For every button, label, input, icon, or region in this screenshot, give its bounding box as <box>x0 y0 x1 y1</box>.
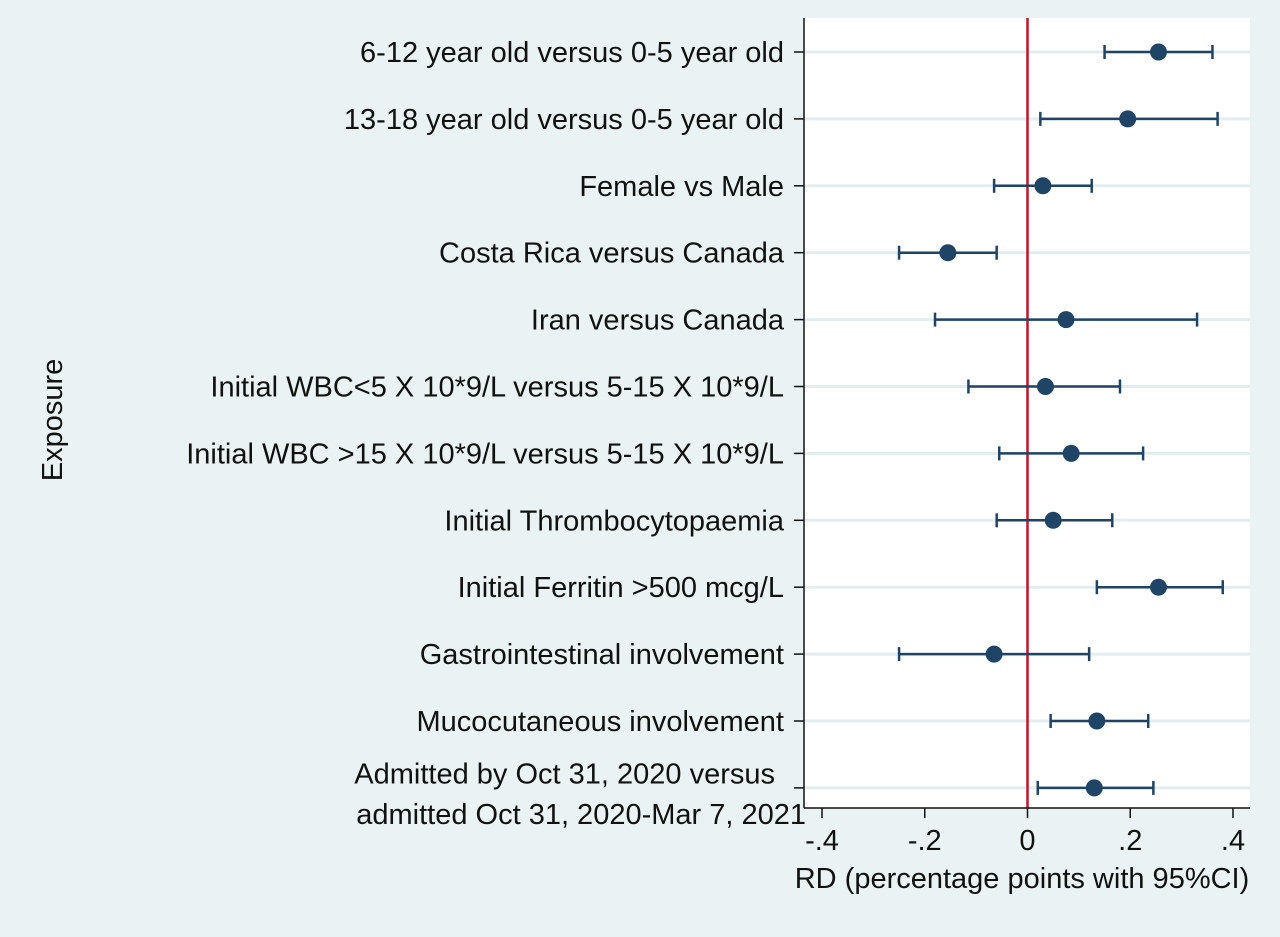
row-label: Initial Thrombocytopaemia <box>444 505 784 537</box>
row-label: Mucocutaneous involvement <box>416 706 784 738</box>
x-tick-label: -.4 <box>805 825 839 857</box>
row-label: Costa Rica versus Canada <box>439 238 785 270</box>
x-tick-label: 0 <box>1019 825 1035 857</box>
point-estimate <box>939 244 957 262</box>
row-label: Initial WBC >15 X 10*9/L versus 5-15 X 1… <box>186 438 784 470</box>
point-estimate <box>1062 444 1080 462</box>
x-axis-title: RD (percentage points with 95%CI) <box>795 863 1250 895</box>
x-tick-label: .4 <box>1221 825 1245 857</box>
row-label: Initial Ferritin >500 mcg/L <box>458 572 784 604</box>
point-estimates <box>939 43 1168 797</box>
axes: -.4 -.2 0 .2 .4 <box>794 18 1250 857</box>
point-estimate <box>1044 511 1062 529</box>
row-labels: 6-12 year old versus 0-5 year old 13-18 y… <box>186 37 806 831</box>
row-label: Iran versus Canada <box>531 305 785 337</box>
point-estimate <box>1150 43 1168 61</box>
point-estimate <box>1057 311 1075 329</box>
point-estimate <box>1150 578 1168 596</box>
point-estimate <box>1119 110 1137 128</box>
row-label: Initial WBC<5 X 10*9/L versus 5-15 X 10*… <box>210 372 784 404</box>
row-label: 6-12 year old versus 0-5 year old <box>360 37 784 69</box>
row-label: Admitted by Oct 31, 2020 versus <box>354 759 775 791</box>
point-estimate <box>1034 177 1052 195</box>
row-label: Gastrointestinal involvement <box>420 639 784 671</box>
point-estimate <box>985 645 1003 663</box>
point-estimate <box>1088 712 1106 730</box>
x-tick-label: .2 <box>1118 825 1142 857</box>
point-estimate <box>1085 779 1103 797</box>
row-label: admitted Oct 31, 2020-Mar 7, 2021 <box>356 799 806 831</box>
point-estimate <box>1036 378 1054 395</box>
y-axis-title: Exposure <box>37 359 69 482</box>
x-tick-label: -.2 <box>908 825 942 857</box>
row-label: 13-18 year old versus 0-5 year old <box>344 104 784 136</box>
row-label: Female vs Male <box>579 171 784 203</box>
